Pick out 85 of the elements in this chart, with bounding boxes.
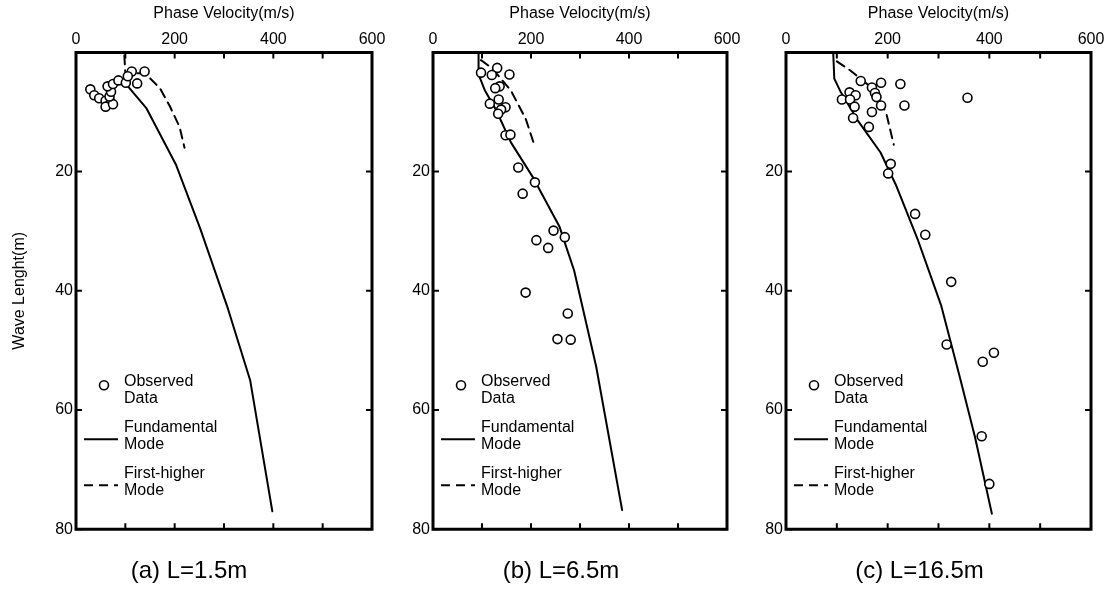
point [531, 234, 542, 246]
x-axis-title: Phase Velocity(m/s) [509, 4, 651, 22]
point [484, 98, 496, 109]
y-tick-label: 20 [412, 162, 431, 180]
x-axis-title: Phase Velocity(m/s) [867, 4, 1010, 22]
point [542, 242, 554, 254]
point [962, 92, 973, 103]
legend-label: Observed Data [481, 371, 551, 406]
x-tick-label: 0 [781, 30, 791, 48]
x-tick-label: 400 [975, 30, 1003, 48]
x-tick-label: 600 [1077, 30, 1105, 48]
point [489, 82, 501, 94]
point [517, 188, 528, 199]
point [493, 94, 504, 105]
y-axis-title: Wave Lenght(m) [10, 231, 28, 350]
point [847, 112, 859, 124]
legend-label: First-higher Mode [124, 463, 206, 498]
point [562, 308, 574, 319]
point [504, 69, 515, 80]
point [941, 339, 952, 350]
point [559, 231, 571, 243]
line-series [835, 60, 895, 146]
point [475, 67, 487, 78]
point [855, 75, 867, 87]
text: (c) L=16.5m [855, 556, 984, 584]
x-tick-label: 0 [71, 30, 81, 48]
text: (b) L=6.5m [502, 556, 620, 584]
point [882, 168, 894, 179]
y-tick-label: 60 [765, 400, 784, 418]
y-tick-label: 40 [412, 281, 431, 299]
y-tick-label: 20 [55, 162, 74, 180]
y-tick-label: 80 [55, 519, 74, 537]
x-tick-label: 400 [259, 30, 287, 48]
x-tick-label: 200 [517, 30, 545, 48]
x-tick-label: 600 [713, 30, 741, 48]
legend-label: Observed Data [124, 371, 194, 406]
x-tick-label: 0 [428, 30, 438, 48]
point [863, 121, 875, 133]
point [919, 229, 931, 241]
legend-label: First-higher Mode [834, 463, 916, 498]
point [552, 333, 563, 345]
point [875, 100, 887, 111]
x-tick-label: 600 [358, 30, 386, 48]
legend-label: Fundamental Mode [834, 417, 928, 452]
point [988, 347, 1000, 359]
point [529, 177, 541, 188]
point [505, 129, 516, 140]
point [565, 334, 576, 345]
point [899, 100, 910, 111]
point [520, 287, 531, 298]
point [512, 162, 524, 173]
point [977, 356, 989, 368]
point [486, 69, 498, 81]
point [885, 158, 897, 170]
y-tick-label: 80 [412, 519, 431, 537]
x-axis-title: Phase Velocity(m/s) [153, 4, 295, 22]
y-tick-label: 40 [55, 281, 74, 299]
point [866, 106, 878, 118]
text: (a) L=1.5m [130, 556, 248, 584]
y-tick-label: 20 [765, 162, 784, 180]
y-tick-label: 80 [765, 519, 784, 537]
point [984, 478, 995, 490]
point [875, 77, 887, 89]
y-tick-label: 40 [765, 281, 784, 299]
point [492, 108, 504, 120]
point [945, 276, 957, 288]
point [122, 70, 134, 82]
point [548, 225, 559, 236]
legend-label: Observed Data [834, 371, 904, 406]
y-tick-label: 60 [55, 400, 74, 418]
point [849, 101, 860, 112]
x-tick-label: 200 [874, 30, 902, 48]
legend-label: First-higher Mode [481, 463, 563, 498]
y-tick-label: 60 [412, 400, 431, 418]
point [139, 66, 150, 77]
point [131, 78, 143, 89]
x-tick-label: 400 [615, 30, 643, 48]
point [871, 91, 882, 103]
point [976, 430, 988, 442]
point [895, 78, 906, 90]
point [909, 208, 921, 220]
point [491, 62, 503, 74]
legend-label: Fundamental Mode [124, 417, 218, 452]
x-tick-label: 200 [161, 30, 189, 48]
legend-label: Fundamental Mode [481, 417, 575, 452]
